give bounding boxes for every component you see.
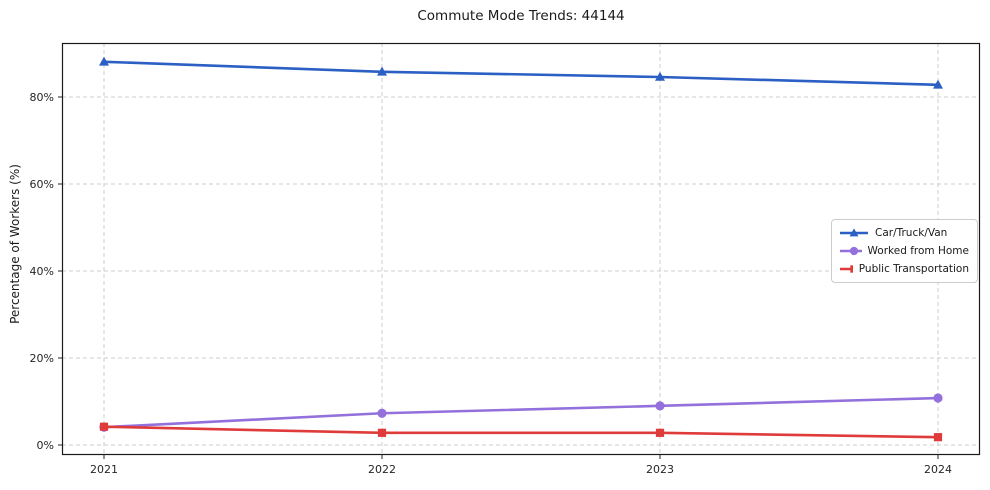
x-tick-label: 2024 xyxy=(924,463,952,476)
series-line-2 xyxy=(102,425,940,439)
y-tick-label: 40% xyxy=(30,265,54,278)
series-line-0 xyxy=(102,60,940,87)
data-point-triangle xyxy=(377,66,387,76)
legend-marker-triangle xyxy=(840,228,868,237)
x-tick-label: 2023 xyxy=(646,463,674,476)
data-point-circle xyxy=(933,393,943,403)
data-point-circle xyxy=(377,408,387,418)
data-point-circle xyxy=(849,246,859,256)
x-tick-label: 2022 xyxy=(368,463,396,476)
legend-item: Public Transportation xyxy=(839,262,969,276)
data-point-square xyxy=(933,433,943,442)
legend-marker-square xyxy=(840,265,853,273)
legend-item: Car/Truck/Van xyxy=(839,226,969,240)
y-tick-label: 60% xyxy=(30,178,54,191)
legend-label: Car/Truck/Van xyxy=(875,227,948,239)
data-point-circle xyxy=(655,401,665,411)
y-tick-label: 20% xyxy=(30,352,54,365)
data-point-square xyxy=(850,265,853,273)
legend-label: Public Transportation xyxy=(858,263,969,275)
legend-label: Worked from Home xyxy=(867,245,969,257)
data-point-square xyxy=(377,428,387,437)
legend-item: Worked from Home xyxy=(839,244,969,258)
data-point-triangle xyxy=(933,79,943,89)
y-tick-label: 80% xyxy=(30,91,54,104)
data-point-square xyxy=(655,428,665,437)
series-line-1 xyxy=(102,396,940,429)
axis-spines xyxy=(61,42,981,456)
legend-marker-circle xyxy=(840,246,862,256)
legend: Car/Truck/Van Worked from Home Public Tran… xyxy=(831,219,978,283)
data-point-square xyxy=(99,422,109,431)
chart-title: Commute Mode Trends: 44144 xyxy=(417,8,625,24)
y-tick-label: 0% xyxy=(37,439,54,452)
data-point-triangle xyxy=(849,228,859,237)
data-point-triangle xyxy=(655,71,665,81)
x-tick-label: 2021 xyxy=(90,463,118,476)
data-point-triangle xyxy=(99,56,109,66)
